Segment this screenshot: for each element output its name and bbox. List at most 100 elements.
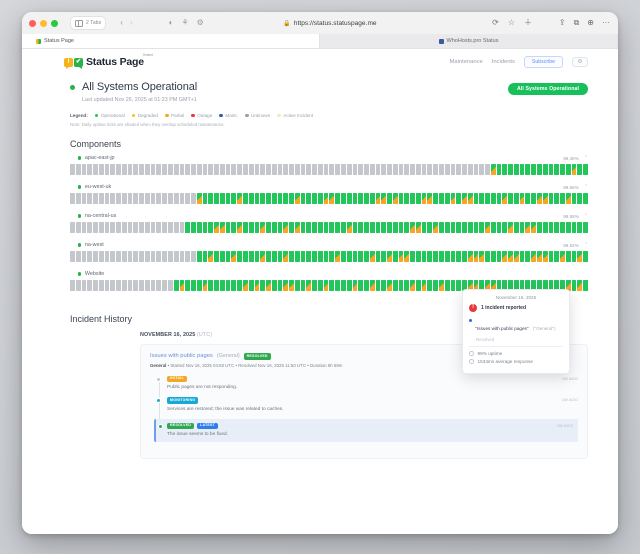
uptime-tick[interactable] xyxy=(542,222,548,233)
uptime-tick[interactable] xyxy=(317,193,323,204)
uptime-tick[interactable] xyxy=(352,193,358,204)
uptime-tick[interactable] xyxy=(415,164,421,175)
uptime-tick[interactable] xyxy=(456,251,462,262)
uptime-tick[interactable] xyxy=(87,251,93,262)
uptime-tick[interactable] xyxy=(421,251,427,262)
uptime-tick[interactable] xyxy=(450,164,456,175)
uptime-tick[interactable] xyxy=(185,222,191,233)
uptime-tick[interactable] xyxy=(352,280,358,291)
uptime-tick[interactable] xyxy=(156,193,162,204)
more-icon[interactable]: ··· xyxy=(602,18,610,27)
uptime-tick[interactable] xyxy=(179,222,185,233)
uptime-tick[interactable] xyxy=(317,280,323,291)
uptime-tick[interactable] xyxy=(225,222,231,233)
uptime-tick[interactable] xyxy=(329,222,335,233)
uptime-tick[interactable] xyxy=(335,280,340,291)
uptime-tick[interactable] xyxy=(537,222,542,233)
uptime-tick[interactable] xyxy=(156,251,162,262)
uptime-tick[interactable] xyxy=(266,280,271,291)
uptime-tick[interactable] xyxy=(231,164,237,175)
uptime-tick[interactable] xyxy=(554,193,560,204)
uptime-tick[interactable] xyxy=(219,193,225,204)
uptime-tick[interactable] xyxy=(294,251,300,262)
uptime-tick[interactable] xyxy=(410,193,415,204)
uptime-tick[interactable] xyxy=(525,164,531,175)
uptime-tick[interactable] xyxy=(392,222,398,233)
uptime-tick[interactable] xyxy=(75,280,81,291)
uptime-tick[interactable] xyxy=(508,193,513,204)
uptime-tick[interactable] xyxy=(225,280,231,291)
uptime-tick[interactable] xyxy=(583,193,588,204)
uptime-tick[interactable] xyxy=(144,280,150,291)
uptime-tick[interactable] xyxy=(81,280,87,291)
uptime-tick[interactable] xyxy=(554,251,560,262)
uptime-tick[interactable] xyxy=(427,251,433,262)
uptime-tick[interactable] xyxy=(560,280,565,291)
uptime-tick[interactable] xyxy=(571,280,577,291)
uptime-tick[interactable] xyxy=(433,251,438,262)
puzzle-icon[interactable]: ⚘ xyxy=(181,18,189,27)
tab-strip[interactable]: Status Page WhoHosts.pro Status xyxy=(22,34,618,49)
component-row[interactable]: eu-west-uk 99.65% ⌃ xyxy=(70,184,588,204)
uptime-tick[interactable] xyxy=(485,222,490,233)
uptime-tick[interactable] xyxy=(346,164,352,175)
uptime-tick[interactable] xyxy=(513,222,519,233)
uptime-tick[interactable] xyxy=(485,193,490,204)
uptime-tick[interactable] xyxy=(260,164,266,175)
uptime-tick[interactable] xyxy=(283,251,289,262)
chevron-up-icon[interactable]: ⌃ xyxy=(583,155,588,161)
uptime-tick[interactable] xyxy=(375,251,381,262)
uptime-tick[interactable] xyxy=(277,193,283,204)
uptime-tick[interactable] xyxy=(75,164,81,175)
uptime-ticks[interactable] xyxy=(70,251,588,262)
nav-link-maintenance[interactable]: Maintenance xyxy=(449,59,483,65)
uptime-tick[interactable] xyxy=(415,193,421,204)
uptime-tick[interactable] xyxy=(467,251,473,262)
uptime-tick[interactable] xyxy=(283,193,289,204)
uptime-tick[interactable] xyxy=(467,280,473,291)
uptime-tick[interactable] xyxy=(179,251,185,262)
uptime-tick[interactable] xyxy=(242,251,248,262)
uptime-tick[interactable] xyxy=(104,251,110,262)
uptime-tick[interactable] xyxy=(283,280,289,291)
uptime-tick[interactable] xyxy=(490,251,496,262)
uptime-tick[interactable] xyxy=(208,280,214,291)
uptime-tick[interactable] xyxy=(410,280,415,291)
uptime-tick[interactable] xyxy=(260,251,266,262)
uptime-tick[interactable] xyxy=(70,280,75,291)
uptime-tick[interactable] xyxy=(168,251,173,262)
uptime-tick[interactable] xyxy=(70,222,75,233)
uptime-tick[interactable] xyxy=(404,193,410,204)
uptime-tick[interactable] xyxy=(191,193,196,204)
uptime-tick[interactable] xyxy=(525,251,531,262)
uptime-tick[interactable] xyxy=(542,251,548,262)
uptime-tick[interactable] xyxy=(173,193,179,204)
uptime-tick[interactable] xyxy=(444,251,450,262)
plus-icon[interactable]: ＋ xyxy=(524,18,532,27)
uptime-tick[interactable] xyxy=(116,280,121,291)
uptime-tick[interactable] xyxy=(565,193,571,204)
uptime-tick[interactable] xyxy=(110,280,116,291)
uptime-tick[interactable] xyxy=(196,164,202,175)
uptime-tick[interactable] xyxy=(427,280,433,291)
uptime-tick[interactable] xyxy=(496,251,502,262)
uptime-tick[interactable] xyxy=(294,164,300,175)
uptime-tick[interactable] xyxy=(444,164,450,175)
uptime-tick[interactable] xyxy=(179,193,185,204)
uptime-tick[interactable] xyxy=(508,164,513,175)
uptime-tick[interactable] xyxy=(485,280,490,291)
uptime-tick[interactable] xyxy=(93,280,98,291)
component-row[interactable]: Website 99.61% ⌃ xyxy=(70,271,588,291)
uptime-tick[interactable] xyxy=(150,193,156,204)
uptime-tick[interactable] xyxy=(277,280,283,291)
uptime-tick[interactable] xyxy=(208,222,214,233)
maximize-window-button[interactable] xyxy=(51,19,58,27)
uptime-tick[interactable] xyxy=(479,251,485,262)
uptime-tick[interactable] xyxy=(525,193,531,204)
uptime-tick[interactable] xyxy=(231,193,237,204)
uptime-tick[interactable] xyxy=(248,193,254,204)
uptime-tick[interactable] xyxy=(479,222,485,233)
uptime-tick[interactable] xyxy=(554,164,560,175)
uptime-tick[interactable] xyxy=(439,251,444,262)
uptime-tick[interactable] xyxy=(502,164,508,175)
